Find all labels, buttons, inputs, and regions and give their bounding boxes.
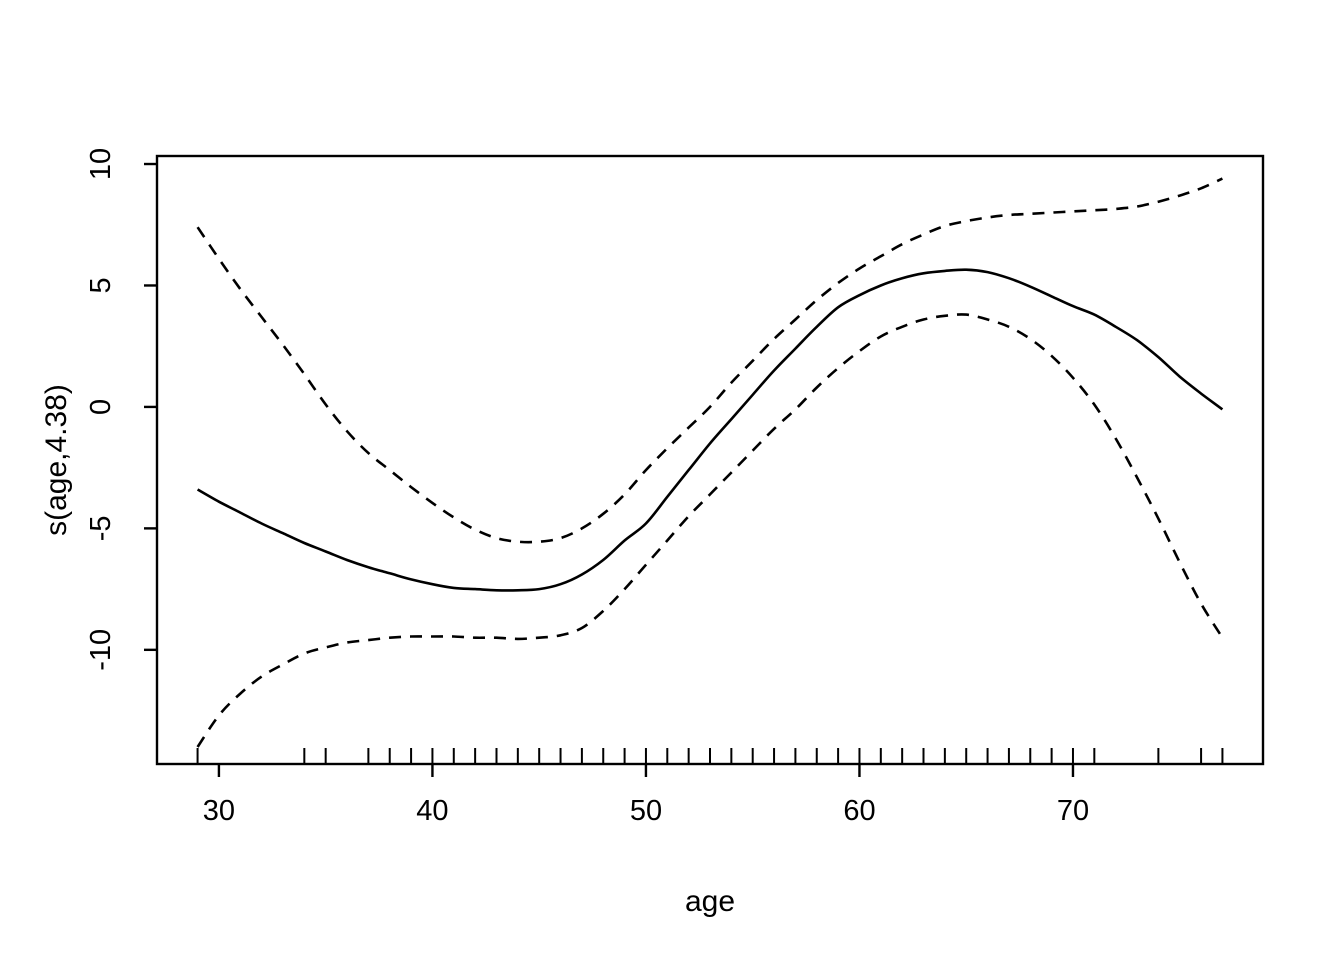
y-tick-label: 10 [85, 148, 117, 180]
y-axis-label: s(age,4.38) [40, 384, 73, 536]
curve-upper_se [196, 177, 1223, 544]
curve-fit [196, 268, 1224, 592]
plot-box [155, 154, 1265, 766]
curve-lower_se [196, 313, 1224, 748]
x-tick-label: 50 [630, 795, 662, 827]
x-tick-label: 30 [203, 795, 235, 827]
x-axis-label: age [684, 885, 736, 918]
y-tick-label: 0 [85, 399, 117, 415]
y-tick-label: 5 [85, 277, 117, 293]
x-tick-label: 40 [416, 795, 448, 827]
y-tick-label: -10 [85, 629, 117, 671]
y-tick-label: -5 [85, 515, 117, 541]
x-tick-label: 70 [1057, 795, 1089, 827]
x-tick-label: 60 [843, 795, 875, 827]
